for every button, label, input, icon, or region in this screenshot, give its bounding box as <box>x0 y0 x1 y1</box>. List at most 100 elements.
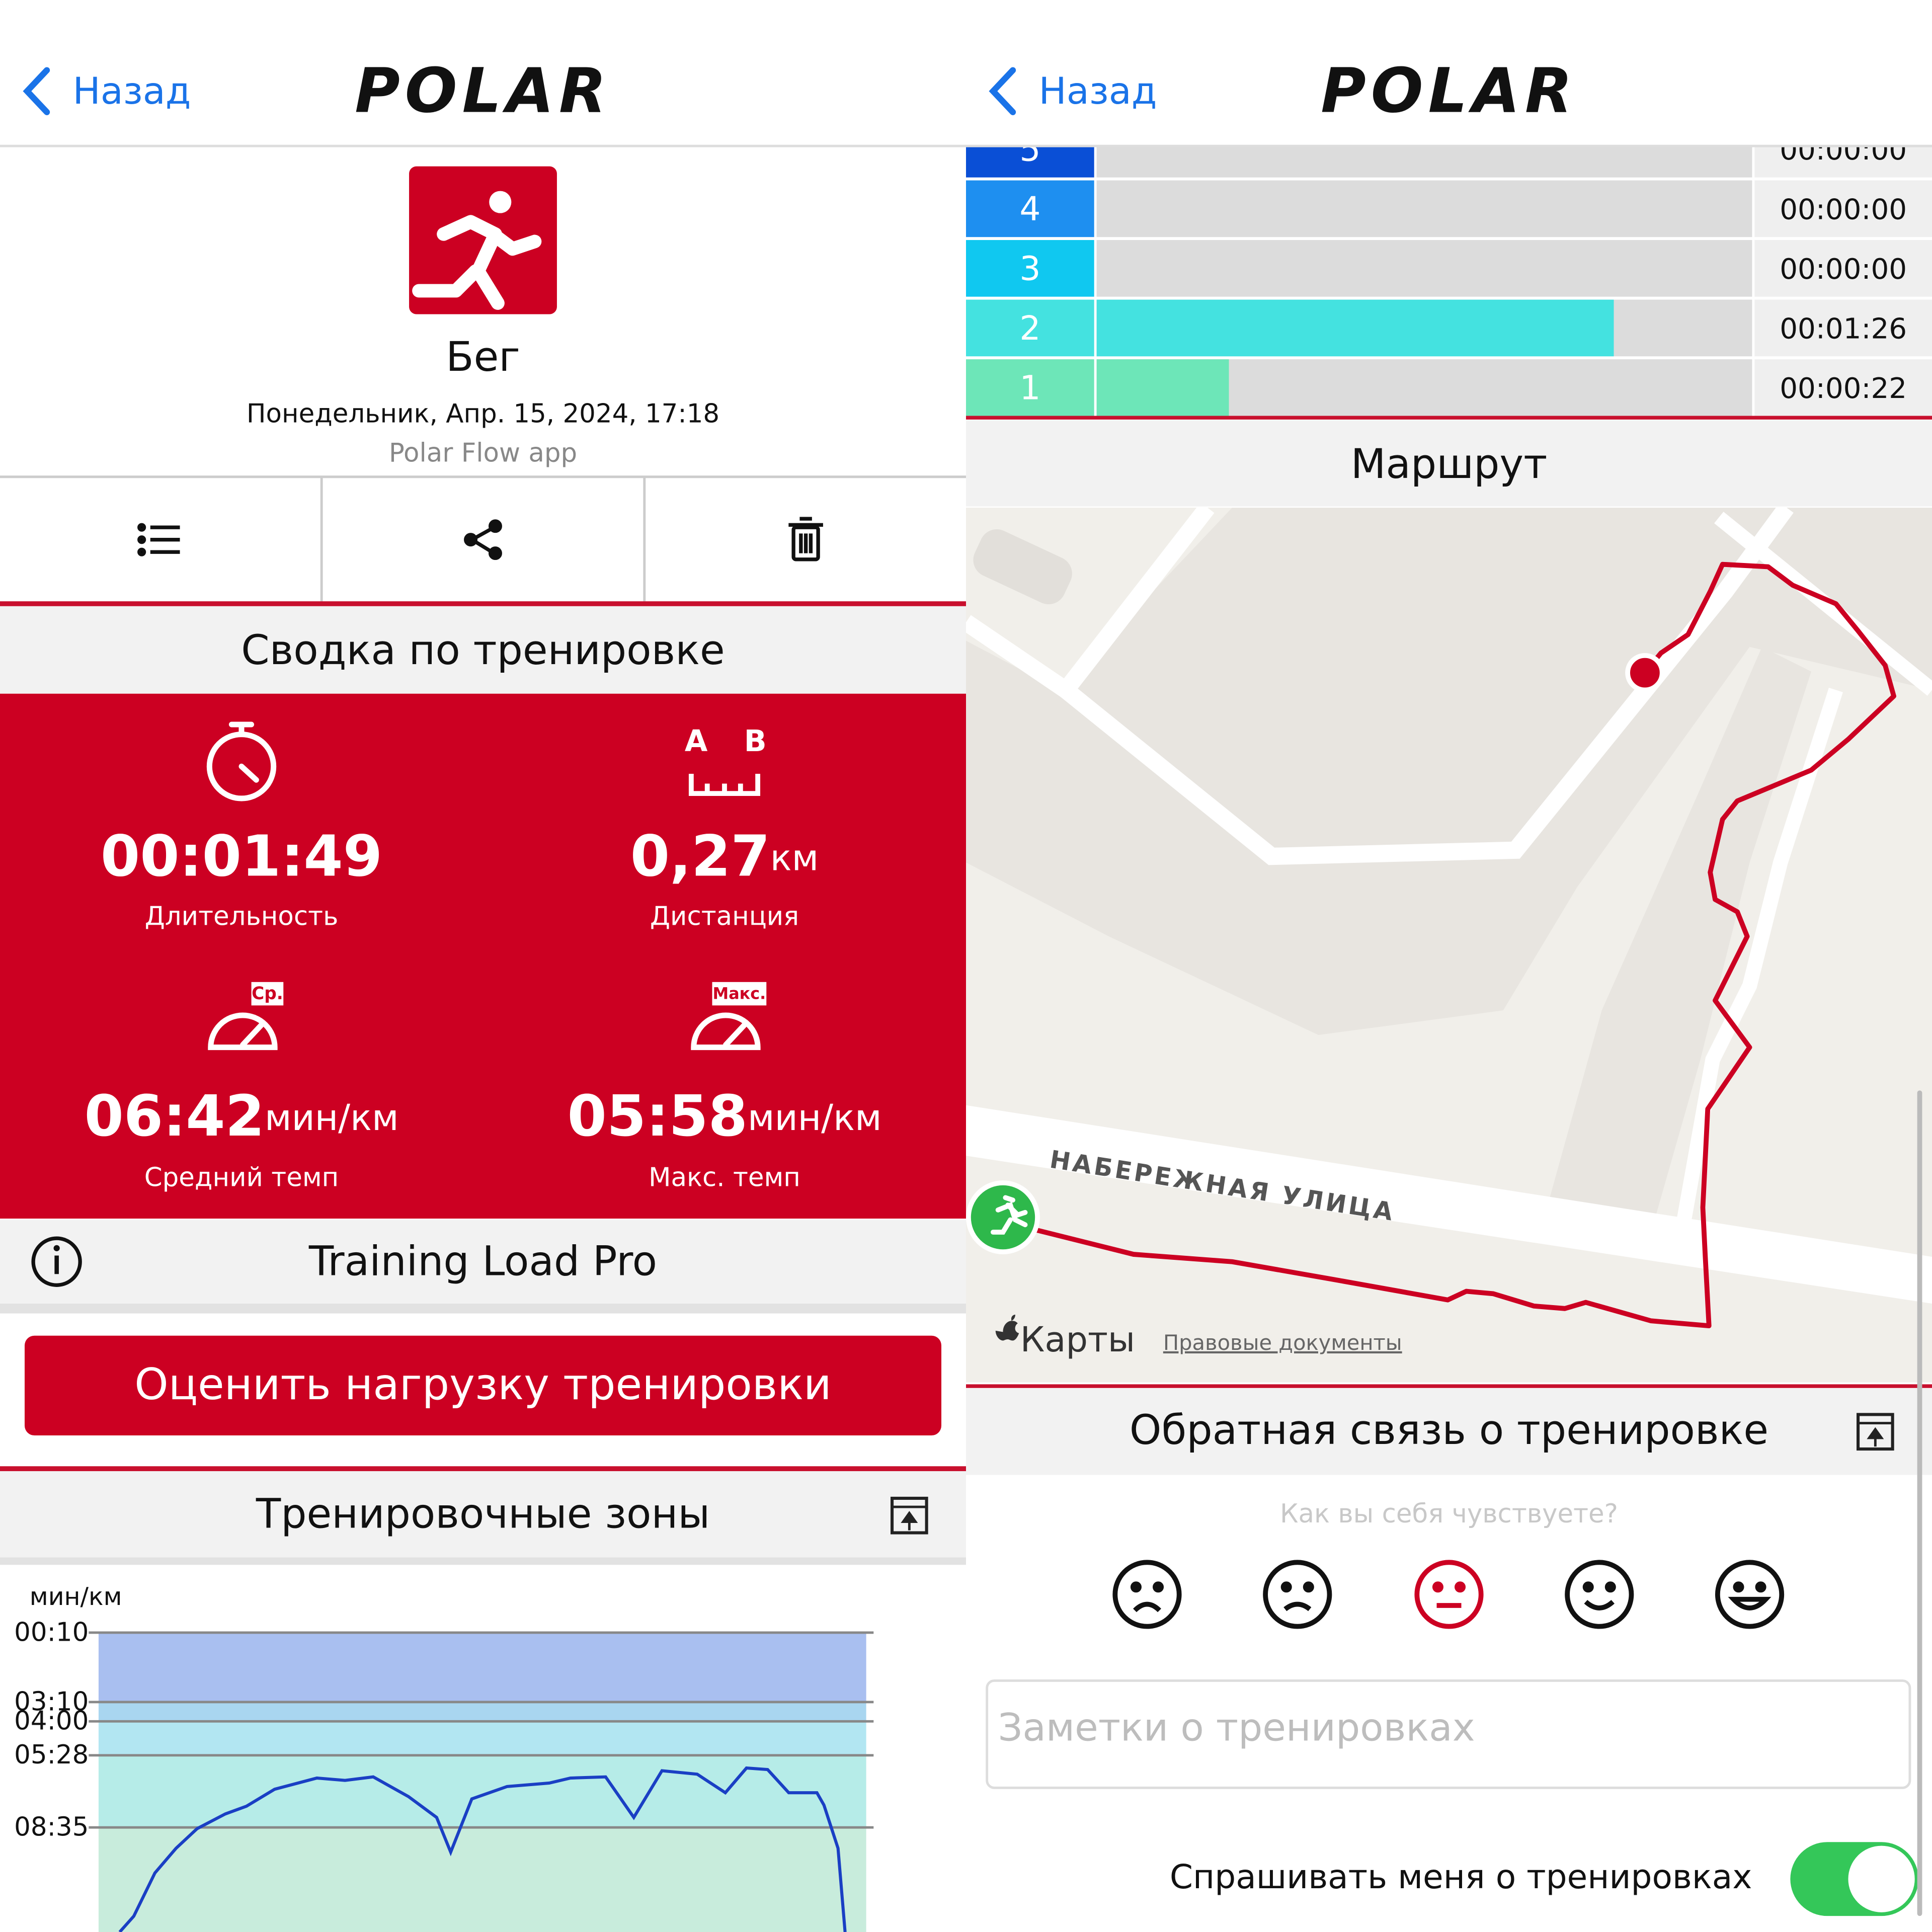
stat-unit: мин/км <box>748 1097 882 1139</box>
notes-placeholder: Заметки о тренировках <box>998 1705 1475 1749</box>
list-button[interactable] <box>137 523 180 556</box>
zone-number: 4 <box>1019 190 1040 228</box>
face-outline <box>1112 1560 1182 1629</box>
activity-source: Polar Flow app <box>389 438 577 468</box>
zone-number: 2 <box>1019 309 1040 348</box>
map[interactable]: НАБЕРЕЖНАЯ УЛИЦА Карты Правовые документ… <box>966 507 1932 1383</box>
route-end[interactable] <box>1625 653 1665 693</box>
mood-faces <box>1112 1560 1785 1629</box>
training-load-title: Training Load Pro <box>308 1238 657 1285</box>
face-eye <box>1432 1581 1443 1593</box>
y-tick-label: 03:10 <box>14 1686 89 1717</box>
zone-time-cell <box>1754 299 1932 357</box>
section-band <box>0 606 966 694</box>
header: Назад POLAR Назад POLAR <box>0 0 1932 147</box>
stat-number: 05:58 <box>567 1083 748 1149</box>
face-eye <box>1604 1581 1616 1593</box>
apple-logo <box>995 1315 1019 1341</box>
stat-value: 05:58мин/км <box>567 1083 881 1149</box>
runner-icon <box>990 1195 1028 1235</box>
zone-band <box>98 1827 866 1932</box>
route-start[interactable] <box>966 1180 1040 1255</box>
face-mouth <box>1283 1601 1312 1612</box>
section-band <box>0 1220 966 1304</box>
info-icon[interactable] <box>31 1236 82 1287</box>
zone-time: 00:00:22 <box>1780 372 1907 405</box>
face-mouth <box>1133 1601 1161 1613</box>
zone-time-cell <box>1754 359 1932 416</box>
summary-panel <box>0 693 966 1219</box>
y-tick-label: 00:10 <box>14 1617 89 1647</box>
stat-unit: км <box>770 837 819 878</box>
road <box>1054 507 1794 865</box>
y-axis-label: мин/км <box>30 1582 122 1611</box>
zone-time-cell <box>1754 180 1932 237</box>
info-icon-dot <box>53 1245 60 1251</box>
rate-load-button[interactable] <box>24 1335 942 1436</box>
toggle-knob <box>1848 1845 1915 1912</box>
route-title: Маршрут <box>1351 441 1548 488</box>
back-chevron[interactable] <box>23 67 50 115</box>
building <box>1540 647 1811 1232</box>
mood-face[interactable] <box>1112 1560 1182 1629</box>
share-button[interactable] <box>464 519 502 560</box>
zone-number-cell <box>966 299 1094 357</box>
stat-value: 06:42мин/км <box>84 1083 398 1149</box>
face-outline <box>1414 1560 1484 1629</box>
zone-number-cell <box>966 180 1094 237</box>
mood-face[interactable] <box>1263 1560 1332 1629</box>
face-outline <box>1565 1560 1634 1629</box>
legal-link[interactable]: Правовые документы <box>1163 1330 1402 1355</box>
stat-label: Макс. темп <box>649 1163 800 1193</box>
section-band <box>966 1389 1932 1475</box>
face-eye <box>1130 1581 1142 1593</box>
zone-bar <box>1096 299 1614 357</box>
stat-label: Длительность <box>145 901 339 931</box>
route-line <box>1034 561 1896 1328</box>
stat-number: 0,27 <box>630 823 770 889</box>
notes-input[interactable] <box>986 1679 1911 1789</box>
delete-button[interactable] <box>788 517 823 561</box>
zone-time-cell <box>1754 240 1932 297</box>
back-chevron[interactable] <box>989 67 1016 115</box>
collapse-icon[interactable] <box>891 1496 928 1535</box>
zone-number-cell <box>966 359 1094 416</box>
logo: POLAR <box>355 54 611 126</box>
stat-label: Дистанция <box>650 901 799 931</box>
runner-icon <box>412 191 542 310</box>
shadow <box>0 1304 966 1314</box>
header-bg <box>0 0 1932 145</box>
badge-text: Макс. <box>713 984 766 1003</box>
face-mouth <box>1584 1599 1615 1611</box>
activity-title: Бег <box>446 334 520 381</box>
feedback-question: Как вы себя чувствуете? <box>1280 1499 1618 1529</box>
zone-time: 00:01:26 <box>1780 312 1907 345</box>
zone-band <box>98 1632 866 1702</box>
face-eye <box>1582 1581 1594 1593</box>
scrollbar <box>1917 1090 1922 1916</box>
left-panel: Бег Понедельник, Апр. 15, 2024, 17:18 Po… <box>0 166 966 1932</box>
zone-band <box>98 1702 866 1722</box>
road <box>966 615 1071 697</box>
collapse-icon[interactable] <box>1857 1413 1894 1451</box>
mood-face[interactable] <box>1414 1560 1484 1629</box>
back-label[interactable]: Назад <box>72 70 191 113</box>
badge-text: Ср. <box>252 984 283 1004</box>
rate-load-label: Оценить нагрузку тренировки <box>134 1359 832 1410</box>
mood-face[interactable] <box>1565 1560 1634 1629</box>
section-band <box>966 420 1932 507</box>
mood-face[interactable] <box>1715 1560 1785 1629</box>
distance-icon-a: A <box>685 723 708 758</box>
stat-unit: мин/км <box>265 1097 399 1139</box>
pace-line <box>118 1766 847 1932</box>
zone-time: 00:00:00 <box>1780 193 1907 226</box>
zone-bar <box>1096 359 1229 416</box>
back-label[interactable]: Назад <box>1038 70 1157 113</box>
face-outline <box>1263 1560 1332 1629</box>
zone-track <box>1096 240 1752 297</box>
road <box>1674 687 1843 1234</box>
distance-icon-b: B <box>744 723 767 758</box>
